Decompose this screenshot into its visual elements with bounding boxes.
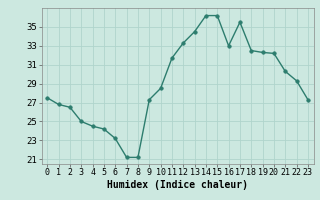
X-axis label: Humidex (Indice chaleur): Humidex (Indice chaleur) xyxy=(107,180,248,190)
